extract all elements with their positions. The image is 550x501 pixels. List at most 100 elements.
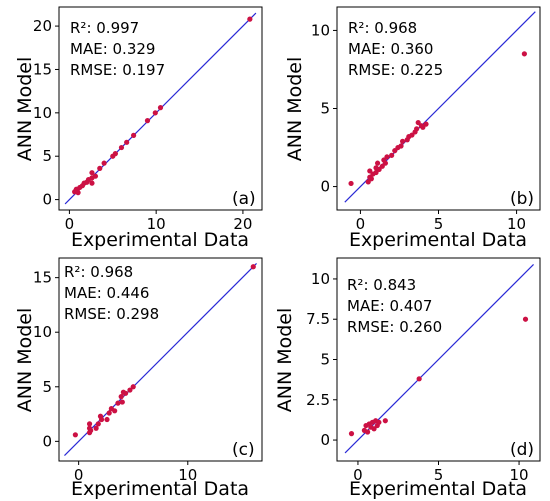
data-point [152,110,158,116]
x-tick-label: 5 [434,466,444,484]
y-tick-label: 20 [33,17,52,35]
data-point [101,160,107,166]
y-tick-label: 10 [311,270,330,288]
panel-label: (b) [510,189,534,209]
data-point [414,126,420,132]
y-tick-label: 5 [320,351,330,369]
x-axis-label: Experimental Data [349,478,527,500]
stat-mae: MAE: 0.329 [70,40,155,58]
x-tick-label: 10 [147,215,166,233]
scatter-panel-d: 0 5 10 0 2.5 5 7.5 10 R²: 0.843 MAE: 0.407 RMSE… [274,257,541,500]
x-tick-label: 0 [356,215,366,233]
stat-mae: MAE: 0.446 [64,284,149,302]
data-point [416,376,422,382]
data-point [95,421,101,427]
chart-marks: 0 10 0 5 10 15 [33,263,257,484]
x-tick-label: 10 [178,466,197,484]
data-point [112,408,118,414]
stat-mae: MAE: 0.407 [347,297,432,315]
y-axis-label: ANN Model [274,308,296,413]
data-point [348,180,354,187]
x-tick-label: 5 [434,215,444,233]
data-point [124,139,130,145]
stat-r2: R²: 0.843 [347,276,416,294]
data-point [522,316,529,322]
x-tick-label: 10 [510,466,529,484]
panel-label: (d) [510,440,534,460]
data-point [92,173,99,179]
data-point [86,421,93,427]
y-tick-label: 15 [33,60,52,78]
y-tick-label: 0 [42,432,52,450]
x-axis-label: Experimental Data [71,229,249,251]
stat-rmse: RMSE: 0.225 [348,61,443,79]
data-point [98,416,105,423]
y-axis-label: ANN Model [14,308,36,413]
y-tick-label: 0 [320,431,330,449]
data-point [130,384,136,390]
data-point [399,138,406,144]
data-point [250,264,256,270]
y-axis-label: ANN Model [14,57,36,162]
stat-r2: R²: 0.968 [348,19,417,37]
y-tick-label: 0 [42,191,52,209]
data-point [157,105,164,111]
x-tick-label: 0 [353,466,363,484]
data-point [89,180,95,186]
data-point [88,427,94,434]
data-point [384,154,390,160]
y-tick-label: 7.5 [306,310,330,328]
data-point [375,160,381,166]
y-tick-label: 15 [33,269,52,287]
chart-marks: 0 10 20 0 5 10 15 20 [33,12,257,233]
data-point [398,143,404,149]
x-tick-label: 20 [233,215,252,233]
x-tick-label: 0 [65,215,75,233]
y-tick-label: 10 [33,104,52,122]
data-point [127,387,133,393]
y-tick-label: 5 [42,378,52,396]
y-tick-label: 10 [311,21,330,39]
data-point [376,419,382,425]
data-point [97,165,103,171]
data-point [365,429,371,435]
data-point [119,399,125,405]
panel-label: (a) [232,189,256,209]
y-axis-label: ANN Model [284,57,306,162]
y-tick-label: 5 [320,100,330,118]
chart-marks: 0 5 10 0 5 10 [311,11,536,233]
data-point [93,425,99,431]
chart-marks: 0 5 10 0 2.5 5 7.5 10 [306,264,534,484]
x-axis-label: Experimental Data [349,229,527,251]
data-point [144,118,151,124]
data-point [521,51,527,57]
data-point [247,16,253,22]
y-tick-label: 2.5 [306,391,330,409]
data-point [423,121,429,127]
data-point [74,188,80,194]
data-point [371,426,377,432]
data-point [382,160,389,166]
y-tick-label: 0 [320,178,330,196]
data-point [131,132,137,138]
data-point [118,144,125,151]
data-point [104,416,110,423]
data-point [348,431,355,437]
stat-r2: R²: 0.968 [64,263,133,281]
data-point [122,390,129,396]
scatter-panel-c: 0 10 0 5 10 15 R²: 0.968 MAE: 0.446 RMSE: 0.2… [14,257,263,500]
y-tick-label: 10 [33,323,52,341]
stat-rmse: RMSE: 0.260 [347,318,442,336]
y-tick-label: 5 [42,147,52,165]
data-point [112,151,118,157]
data-point [382,418,388,424]
stat-rmse: RMSE: 0.197 [70,61,165,79]
x-tick-label: 10 [507,215,526,233]
data-point [72,432,78,438]
x-axis-label: Experimental Data [71,478,249,500]
data-point [368,176,374,182]
stat-rmse: RMSE: 0.298 [64,305,159,323]
scatter-panel-b: 0 5 10 0 5 10 R²: 0.968 MAE: 0.360 RMSE: 0.22… [284,6,541,251]
stat-mae: MAE: 0.360 [348,40,433,58]
